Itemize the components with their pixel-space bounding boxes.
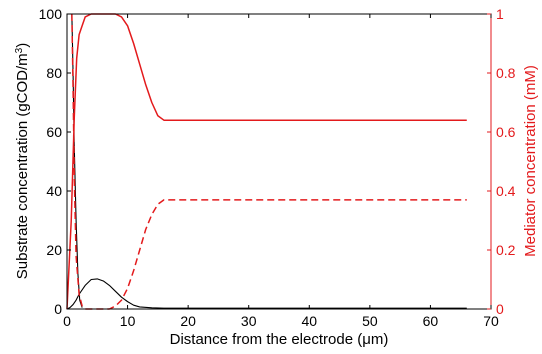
left-y-tick-label: 0 bbox=[54, 301, 62, 317]
x-tick-label: 50 bbox=[362, 313, 378, 329]
x-axis: 0 10 20 30 40 50 60 70 bbox=[63, 14, 499, 329]
right-y-tick-label: 0 bbox=[496, 301, 504, 317]
x-axis-title-suffix: m) bbox=[371, 331, 389, 348]
right-y-axis-title: Mediator concentration (mM) bbox=[522, 65, 539, 257]
left-y-tick-label: 80 bbox=[46, 65, 62, 81]
x-axis-title-mu: μ bbox=[362, 331, 371, 348]
x-tick-label: 70 bbox=[483, 313, 499, 329]
x-axis-title: Distance from the electrode (μm) bbox=[170, 331, 389, 348]
x-tick-label: 20 bbox=[180, 313, 196, 329]
right-y-tick-label: 0.2 bbox=[496, 242, 516, 258]
left-y-tick-label: 60 bbox=[46, 124, 62, 140]
left-y-axis-title-suffix: ) bbox=[14, 43, 31, 48]
left-y-tick-label: 20 bbox=[46, 242, 62, 258]
x-axis-title-prefix: Distance from the electrode ( bbox=[170, 331, 363, 348]
x-tick-label: 40 bbox=[301, 313, 317, 329]
right-y-tick-label: 0.6 bbox=[496, 124, 516, 140]
x-tick-label: 30 bbox=[241, 313, 257, 329]
series-line-4 bbox=[71, 13, 467, 310]
right-y-tick-label: 0.4 bbox=[496, 183, 516, 199]
series-line-1 bbox=[66, 278, 467, 310]
left-y-axis-title: Substrate concentration (gCOD/m3) bbox=[14, 43, 32, 280]
left-y-axis-title-prefix: Substrate concentration (gCOD/m bbox=[14, 53, 31, 279]
left-y-tick-label: 100 bbox=[39, 6, 63, 22]
right-y-axis: 0 0.2 0.4 0.6 0.8 1 bbox=[487, 6, 516, 317]
left-y-axis-title-sup: 3 bbox=[14, 47, 25, 53]
plot-area bbox=[67, 14, 491, 309]
right-y-tick-label: 1 bbox=[496, 6, 504, 22]
x-tick-label: 0 bbox=[63, 313, 71, 329]
right-y-tick-label: 0.8 bbox=[496, 65, 516, 81]
x-tick-label: 60 bbox=[423, 313, 439, 329]
series-line-3 bbox=[66, 13, 467, 310]
series-layer bbox=[66, 13, 467, 310]
left-y-tick-label: 40 bbox=[46, 183, 62, 199]
left-y-axis: 0 20 40 60 80 100 bbox=[39, 6, 71, 317]
x-tick-label: 10 bbox=[120, 313, 136, 329]
